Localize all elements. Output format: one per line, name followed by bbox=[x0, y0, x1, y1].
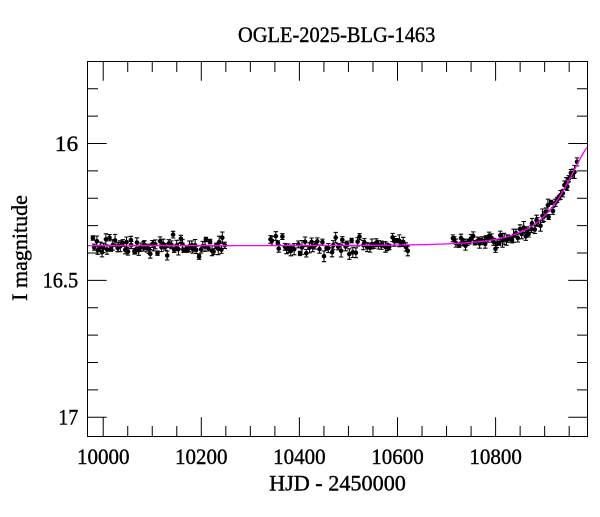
svg-text:16: 16 bbox=[55, 131, 78, 156]
svg-text:17: 17 bbox=[58, 405, 78, 430]
svg-text:10400: 10400 bbox=[273, 444, 326, 469]
svg-text:10200: 10200 bbox=[175, 444, 228, 469]
svg-text:10800: 10800 bbox=[469, 444, 522, 469]
svg-text:10000: 10000 bbox=[77, 444, 130, 469]
svg-text:OGLE-2025-BLG-1463: OGLE-2025-BLG-1463 bbox=[238, 22, 435, 47]
svg-text:HJD - 2450000: HJD - 2450000 bbox=[269, 471, 406, 496]
svg-text:16.5: 16.5 bbox=[43, 268, 79, 293]
svg-text:10600: 10600 bbox=[371, 444, 424, 469]
svg-text:I magnitude: I magnitude bbox=[7, 195, 32, 301]
